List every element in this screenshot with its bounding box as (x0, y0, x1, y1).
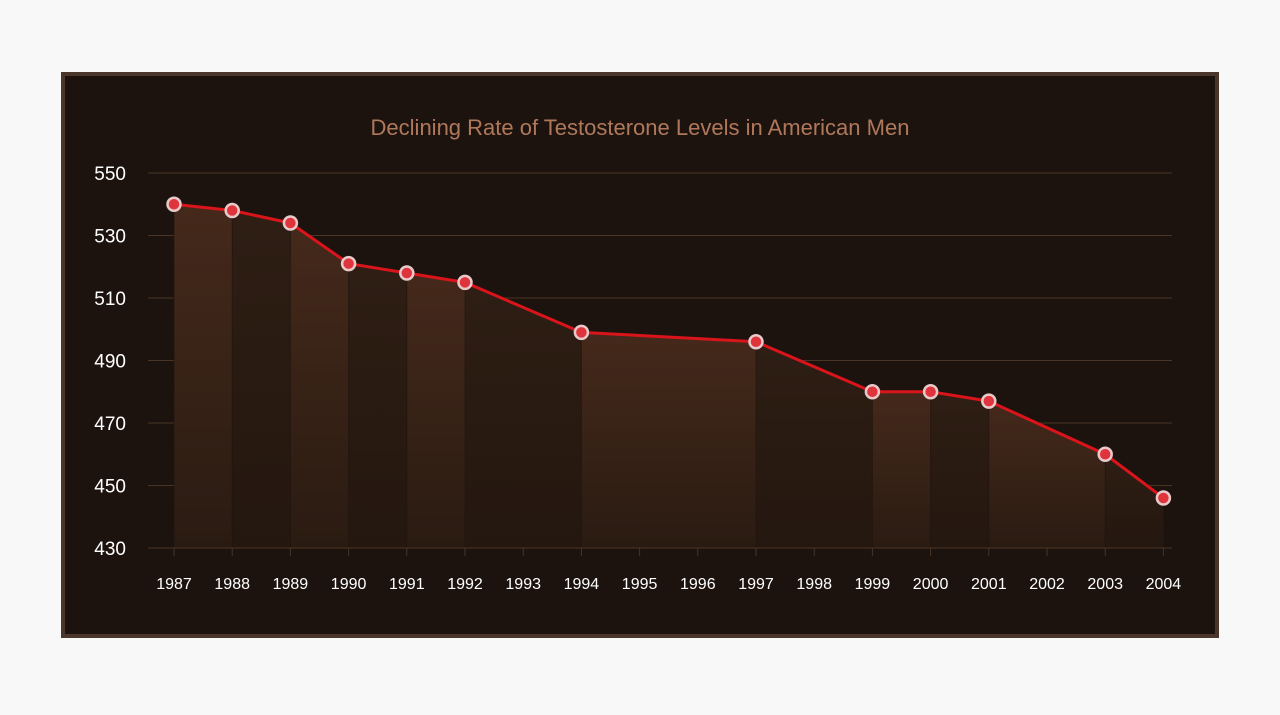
x-tick-label: 1994 (564, 576, 600, 593)
area-segment (406, 273, 465, 548)
data-point-1992[interactable] (457, 274, 473, 291)
x-tick-label: 1995 (622, 576, 658, 593)
area-segment (348, 263, 407, 548)
y-tick-label: 450 (94, 477, 126, 498)
y-tick-label: 530 (94, 227, 126, 248)
y-tick-label: 430 (94, 539, 126, 560)
area-segment (872, 391, 931, 548)
data-point-2000[interactable] (922, 384, 939, 400)
x-tick-label: 1988 (214, 576, 250, 593)
data-point-1988[interactable] (224, 202, 240, 219)
data-point-2003[interactable] (1097, 446, 1113, 462)
x-tick-label: 1991 (389, 576, 425, 593)
y-axis: 430 450 470 490 510 530 550 (94, 164, 126, 560)
x-tick-label: 1990 (331, 576, 367, 593)
data-point-2001[interactable] (981, 393, 997, 409)
y-tick-label: 510 (94, 289, 126, 310)
area-fill (173, 204, 1164, 548)
data-point-1997[interactable] (748, 334, 764, 350)
x-tick-label: 2003 (1087, 576, 1123, 593)
x-tick-label: 1989 (273, 576, 309, 593)
x-tick-label: 1993 (505, 576, 541, 593)
x-tick-label: 2002 (1029, 576, 1065, 593)
x-axis: 1987 1988 1989 1990 1991 1992 1993 1994 1995 1996… (148, 547, 1182, 593)
area-segment (174, 204, 233, 548)
x-tick-label: 1996 (680, 576, 716, 593)
chart-title: Declining Rate of Testosterone Levels in… (371, 115, 910, 140)
data-point-1987[interactable] (166, 196, 182, 212)
area-segment (465, 282, 582, 548)
x-tick-label: 1998 (796, 576, 832, 593)
x-tick-label: 1997 (738, 576, 774, 593)
area-segment (581, 332, 756, 548)
area-segment (1105, 454, 1164, 548)
data-point-1994[interactable] (573, 324, 590, 341)
y-tick-label: 470 (94, 414, 126, 435)
y-tick-label: 490 (94, 352, 126, 373)
area-segment (930, 391, 989, 548)
data-point-1999[interactable] (864, 384, 881, 400)
data-point-1989[interactable] (282, 215, 299, 231)
area-segment (988, 401, 1106, 548)
x-tick-label: 2001 (971, 576, 1007, 593)
x-tick-label: 1992 (447, 576, 483, 593)
x-tick-label: 2000 (913, 576, 949, 593)
x-tick-label: 1999 (855, 576, 891, 593)
x-tick-label: 2004 (1146, 576, 1182, 593)
y-tick-label: 550 (94, 164, 126, 185)
area-segment (232, 210, 291, 548)
area-segment (290, 223, 349, 548)
area-segment (756, 341, 873, 548)
markers (166, 196, 1172, 506)
data-point-1991[interactable] (399, 265, 415, 281)
data-point-2004[interactable] (1155, 490, 1172, 506)
x-tick-label: 1987 (156, 576, 192, 593)
data-point-1990[interactable] (340, 255, 357, 272)
